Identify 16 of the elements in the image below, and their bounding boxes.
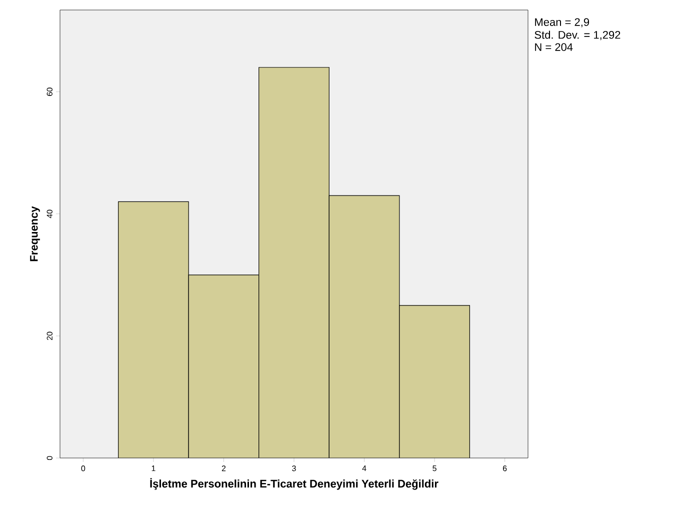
x-tick-label: 1 [152,466,156,472]
y-axis-title: Frequency [30,206,40,262]
text: Std. Dev. = 1,292 [534,30,620,40]
y-tick-label: 0 [46,456,52,460]
y-tick-label: 60 [46,88,52,96]
x-tick-label: 5 [432,466,436,472]
y-tick-label: 20 [46,332,52,340]
y-tick-label: 40 [46,210,52,218]
text: Mean = 2,9 [535,18,590,28]
x-tick-label: 2 [222,466,226,472]
x-tick-label: 6 [503,466,507,472]
x-tick-label: 0 [81,466,86,472]
x-axis-title: İşletme Personelinin E-Ticaret Deneyimi Yeterli Değildir [150,478,438,490]
x-tick-label: 3 [292,466,296,472]
x-tick-label: 4 [362,466,366,472]
text: N = 204 [535,43,573,51]
